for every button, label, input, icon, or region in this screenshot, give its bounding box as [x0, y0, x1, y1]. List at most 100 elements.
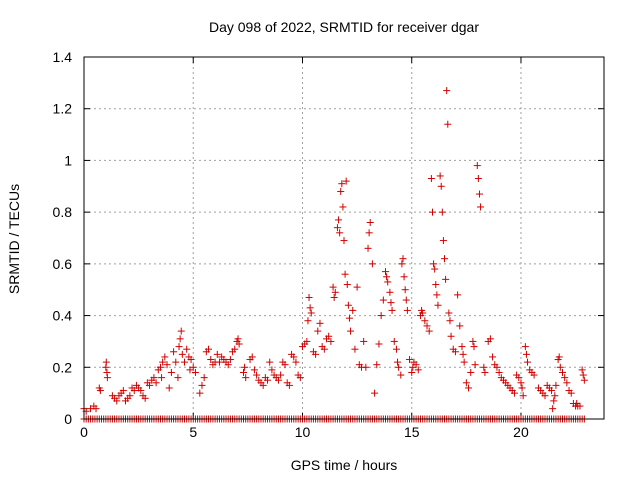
data-point [524, 358, 532, 366]
data-point [159, 358, 167, 366]
data-point [456, 322, 464, 330]
data-point [447, 332, 455, 340]
data-point [399, 255, 407, 263]
data-point [345, 314, 353, 322]
data-points [80, 87, 588, 423]
data-point [368, 260, 376, 268]
data-point [473, 162, 481, 170]
data-point [563, 379, 571, 387]
data-point [329, 283, 337, 291]
data-point [215, 358, 223, 366]
data-point [333, 224, 341, 232]
data-point [235, 340, 243, 348]
data-point [205, 345, 213, 353]
data-point [303, 337, 311, 345]
data-point [474, 175, 482, 183]
data-point [518, 384, 526, 392]
data-point [239, 368, 247, 376]
data-point [353, 283, 361, 291]
data-point [224, 361, 232, 369]
data-point [362, 363, 370, 371]
data-point [307, 309, 315, 317]
data-point [394, 358, 402, 366]
data-point [165, 384, 173, 392]
data-point [431, 265, 439, 273]
data-point [402, 296, 410, 304]
data-point [561, 374, 569, 382]
data-point [234, 335, 242, 343]
data-point [187, 356, 195, 364]
data-point [103, 374, 111, 382]
data-point [515, 374, 523, 382]
data-point [351, 345, 359, 353]
data-point [158, 374, 166, 382]
data-point [451, 348, 459, 356]
data-point [567, 389, 575, 397]
data-point [408, 368, 416, 376]
data-point [156, 363, 164, 371]
data-point [170, 348, 178, 356]
data-point [296, 374, 304, 382]
data-point [438, 208, 446, 216]
data-point [259, 381, 267, 389]
data-point [274, 376, 282, 384]
data-point [366, 218, 374, 226]
y-axis-label: SRMTID / TECUs [6, 184, 22, 294]
data-point [427, 175, 435, 183]
data-point [331, 288, 339, 296]
data-point [92, 405, 100, 413]
data-point [434, 301, 442, 309]
data-point [178, 350, 186, 358]
data-point [327, 337, 335, 345]
data-point [481, 368, 489, 376]
data-point [292, 358, 300, 366]
data-point [207, 356, 215, 364]
data-point [304, 317, 312, 325]
data-point [360, 337, 368, 345]
data-point [241, 363, 249, 371]
data-point [517, 379, 525, 387]
data-point [377, 312, 385, 320]
data-point [167, 368, 175, 376]
data-point [541, 392, 549, 400]
data-point [522, 350, 530, 358]
data-point [412, 361, 420, 369]
data-point [200, 374, 208, 382]
data-point [579, 371, 587, 379]
data-point [530, 371, 538, 379]
data-point [519, 392, 527, 400]
data-point [347, 327, 355, 335]
data-point [191, 368, 199, 376]
data-point [458, 343, 466, 351]
data-point [102, 358, 110, 366]
data-point [555, 353, 563, 361]
data-point [341, 270, 349, 278]
data-point [337, 187, 345, 195]
data-point [414, 366, 422, 374]
data-point [183, 345, 191, 353]
data-point [475, 190, 483, 198]
data-point [432, 281, 440, 289]
data-point [373, 361, 381, 369]
data-point [113, 397, 121, 405]
data-point [264, 376, 272, 384]
data-point [521, 343, 529, 351]
data-point [444, 120, 452, 128]
data-point [493, 363, 501, 371]
data-point [364, 244, 372, 252]
data-point [384, 278, 392, 286]
data-point [198, 381, 206, 389]
data-point [290, 353, 298, 361]
x-tick-label: 10 [295, 424, 311, 440]
data-point [177, 327, 185, 335]
y-tick-label: 1.2 [53, 101, 73, 117]
data-point [397, 371, 405, 379]
y-tick-label: 1.4 [53, 49, 73, 65]
data-point [268, 366, 276, 374]
data-point [549, 405, 557, 413]
data-point [316, 319, 324, 327]
data-point [400, 273, 408, 281]
data-point [339, 203, 347, 211]
data-point [382, 268, 390, 276]
data-point [576, 402, 584, 410]
